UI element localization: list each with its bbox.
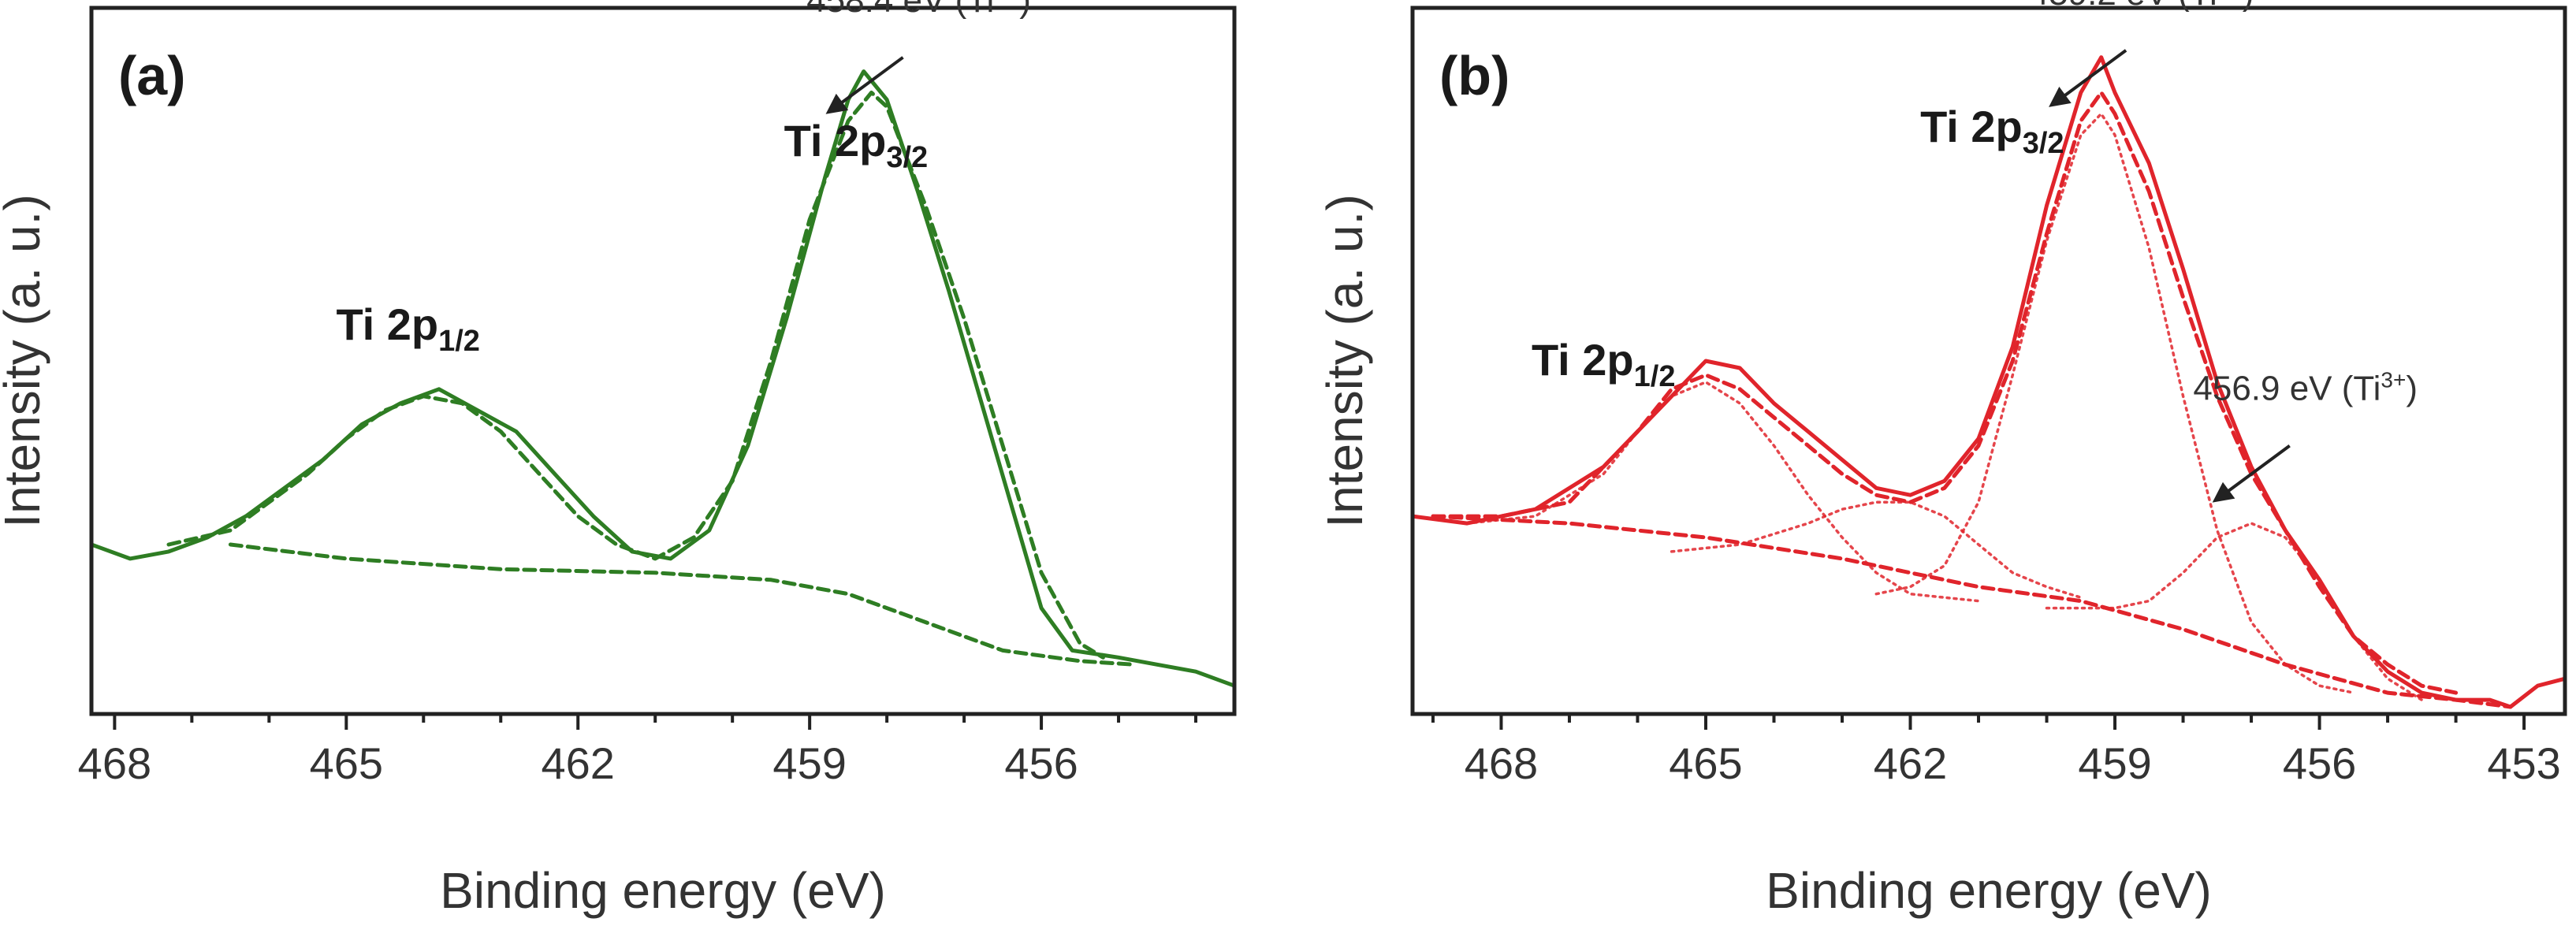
peak-label: Ti 2p3/2	[784, 116, 929, 174]
series-ti4-2p3-2-component	[1874, 112, 2355, 694]
chart-panel-a: 468 465 462 459 456 Binding energy (eV) Intens…	[0, 0, 1237, 919]
x-axis-label: Binding energy (eV)	[440, 862, 886, 919]
peak-label: Ti 2p3/2	[1920, 102, 2064, 160]
peak-label: Ti 2p1/2	[1532, 335, 1676, 393]
plot-frame	[89, 6, 1237, 716]
series-ti3-2p1-2-component	[1670, 500, 2083, 599]
panel-label: (a)	[118, 45, 186, 106]
series-measured-spectrum	[89, 69, 1237, 688]
annotation-arrow	[832, 56, 904, 110]
arrow-head-icon	[2212, 482, 2235, 503]
x-tick-label: 462	[542, 738, 615, 788]
x-tick-label: 465	[1669, 738, 1742, 788]
x-tick-label: 456	[1004, 738, 1078, 788]
arrow-head-icon	[2049, 86, 2072, 107]
series-measured-spectrum	[1410, 55, 2567, 709]
y-axis-label: Intensity (a. u.)	[1316, 194, 1373, 527]
annotation-arrow	[2219, 444, 2291, 499]
series-fitted-envelope	[166, 91, 1105, 660]
x-tick-label: 459	[2078, 738, 2151, 788]
series-background	[228, 542, 1137, 667]
series-ti3-2p3-2-component	[2045, 522, 2424, 701]
peak-annotation: 456.9 eV (Ti3+)	[2193, 368, 2418, 408]
series-ti-2p1-2-component	[1465, 381, 1980, 603]
arrow-head-icon	[825, 93, 849, 114]
chart-panel-b: 468 465 462 459 456 453 Binding energy (eV) Int…	[1316, 0, 2567, 919]
series-background	[1431, 514, 2513, 709]
x-tick-label: 465	[310, 738, 383, 788]
x-tick-label: 453	[2487, 738, 2560, 788]
x-tick-label: 468	[78, 738, 151, 788]
peak-label: Ti 2p1/2	[336, 299, 480, 358]
x-axis-label: Binding energy (eV)	[1766, 862, 2212, 919]
plot-frame	[1410, 6, 2567, 716]
x-tick-label: 456	[2283, 738, 2356, 788]
x-tick-label: 459	[772, 738, 846, 788]
peak-annotation: 458.4 eV (Ti4+)	[806, 0, 1031, 20]
panel-label: (b)	[1439, 45, 1509, 106]
peak-annotation: 459.2 eV (Ti4+)	[2030, 0, 2254, 13]
y-axis-label: Intensity (a. u.)	[0, 194, 50, 527]
annotation-arrow	[2055, 49, 2127, 103]
x-tick-label: 462	[1874, 738, 1947, 788]
series-fitted-envelope	[1431, 91, 2459, 695]
x-tick-label: 468	[1465, 738, 1538, 788]
